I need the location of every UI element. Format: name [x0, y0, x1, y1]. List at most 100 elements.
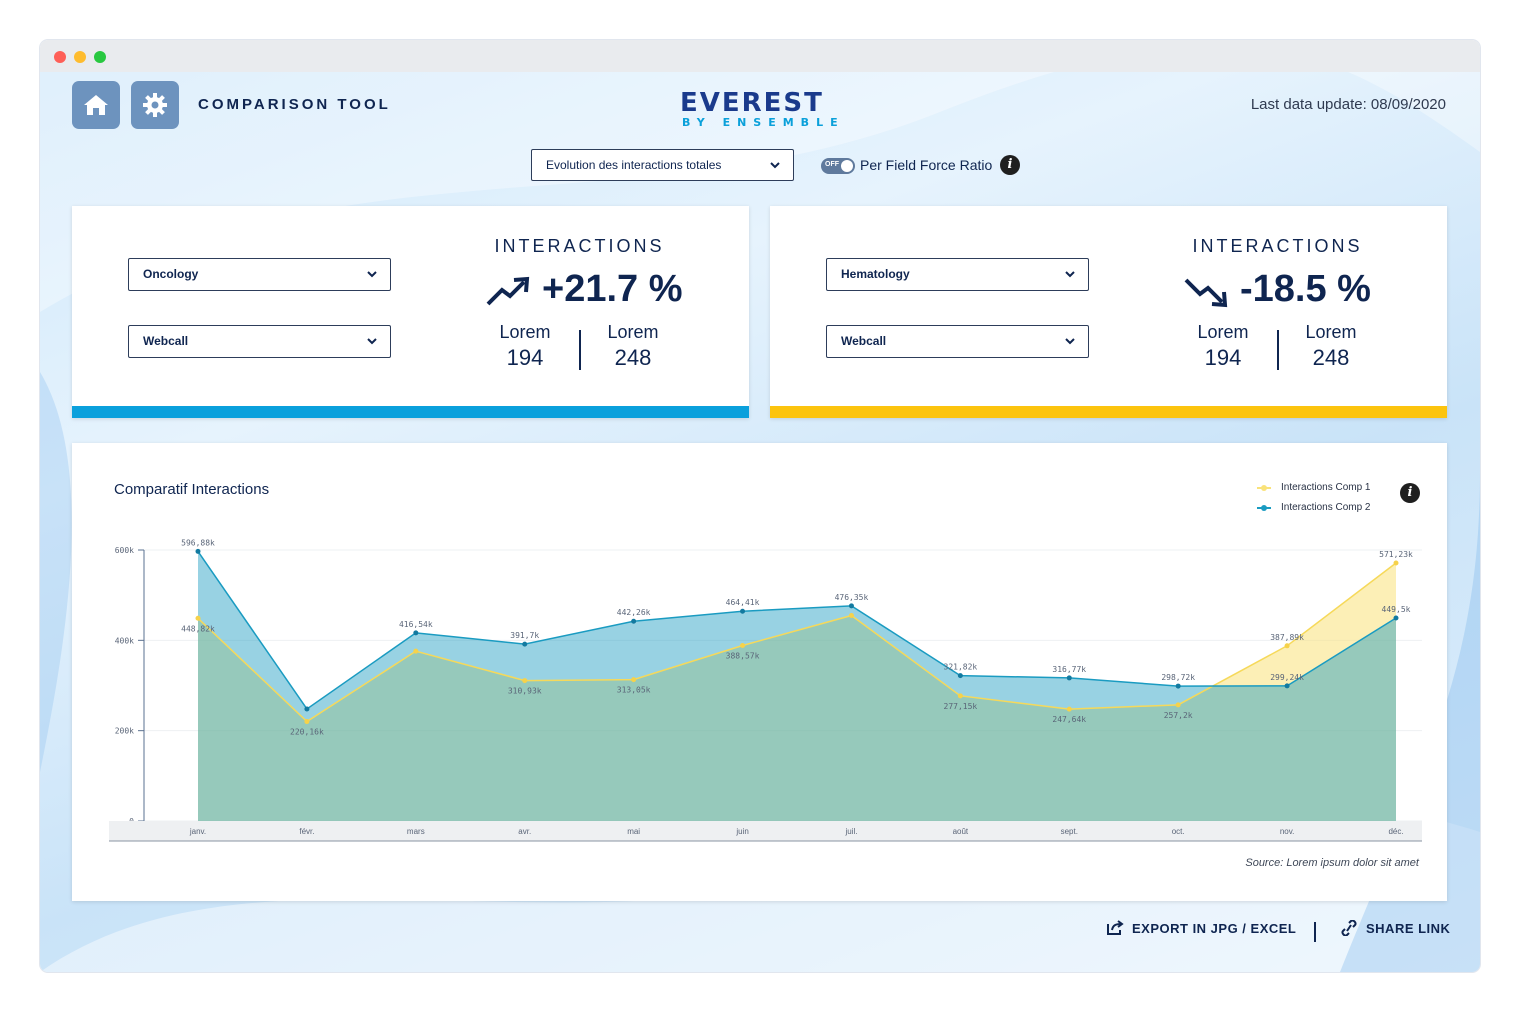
export-button[interactable]: EXPORT IN JPG / EXCEL	[1106, 920, 1296, 936]
data-label: 316,77k	[1052, 665, 1086, 674]
channel-select-2[interactable]: Webcall	[826, 325, 1089, 358]
data-point	[1175, 702, 1181, 708]
minimize-window-button[interactable]	[74, 51, 86, 63]
legend-label: Interactions Comp 1	[1281, 482, 1371, 493]
legend-item-comp-1[interactable]: Interactions Comp 1	[1257, 481, 1371, 501]
kpi-sub-left: Lorem 194	[1163, 322, 1283, 371]
sub-label: Lorem	[607, 322, 659, 342]
data-point	[522, 678, 528, 684]
toggle-knob	[841, 160, 853, 172]
gear-icon	[143, 93, 167, 117]
data-label: 257,2k	[1164, 711, 1193, 720]
area-comp-1	[198, 562, 1396, 821]
data-point	[304, 719, 310, 725]
therapeutic-area-select-2[interactable]: Hematology	[826, 258, 1089, 291]
data-label: 388,57k	[726, 651, 760, 660]
sub-value: 194	[1204, 345, 1242, 370]
trend-down-icon	[1184, 278, 1228, 308]
y-tick-label: 600k	[115, 546, 134, 555]
data-label: 247,64k	[1052, 715, 1086, 724]
channel-select-1[interactable]: Webcall	[128, 325, 391, 358]
chart-card: Comparatif Interactions Interactions Com…	[72, 443, 1447, 901]
data-point	[1284, 643, 1290, 649]
last-data-update: Last data update: 08/09/2020	[1250, 96, 1446, 113]
data-label: 448,82k	[181, 624, 215, 633]
chevron-down-icon	[367, 338, 377, 345]
card-accent-bar	[770, 406, 1447, 418]
browser-window: COMPARISON TOOL EVEREST BY ENSEMBLE Last…	[40, 40, 1480, 972]
sub-label: Lorem	[1197, 322, 1249, 342]
data-label: 442,26k	[617, 608, 651, 617]
data-point	[848, 612, 854, 618]
legend-item-comp-2[interactable]: Interactions Comp 2	[1257, 501, 1371, 521]
app-canvas: COMPARISON TOOL EVEREST BY ENSEMBLE Last…	[40, 72, 1480, 972]
data-label: 391,7k	[510, 631, 539, 640]
share-link-button[interactable]: SHARE LINK	[1340, 919, 1450, 937]
home-icon	[84, 95, 108, 115]
data-point	[195, 548, 201, 554]
view-select[interactable]: Evolution des interactions totales	[531, 149, 794, 181]
close-window-button[interactable]	[54, 51, 66, 63]
therapeutic-area-select-1[interactable]: Oncology	[128, 258, 391, 291]
data-label: 321,82k	[944, 663, 978, 672]
x-tick-label: sept.	[1061, 827, 1078, 836]
data-label: 449,5k	[1382, 605, 1411, 614]
data-point	[1175, 683, 1181, 689]
data-point	[1393, 615, 1399, 621]
data-point	[413, 648, 419, 654]
page-title: COMPARISON TOOL	[198, 96, 391, 113]
kpi-divider	[1277, 330, 1279, 370]
data-label: 476,35k	[835, 593, 869, 602]
x-tick-label: avr.	[518, 827, 531, 836]
kpi-value: -18.5 %	[1240, 268, 1371, 310]
card-accent-bar	[72, 406, 749, 418]
legend-swatch	[1257, 505, 1271, 511]
trend-up-icon	[486, 276, 530, 306]
sub-value: 248	[614, 345, 652, 370]
data-point	[522, 641, 528, 647]
data-label: 298,72k	[1161, 673, 1195, 682]
select-value: Webcall	[841, 334, 887, 348]
chart-legend: Interactions Comp 1 Interactions Comp 2	[1257, 481, 1371, 521]
data-point	[631, 677, 637, 683]
data-label: 277,15k	[944, 702, 978, 711]
per-field-force-toggle[interactable]: OFF	[821, 158, 855, 174]
data-label: 310,93k	[508, 687, 542, 696]
chevron-down-icon	[367, 271, 377, 278]
home-button[interactable]	[72, 81, 120, 129]
info-icon[interactable]: i	[1000, 155, 1020, 175]
window-titlebar	[40, 40, 1480, 72]
chevron-down-icon	[1065, 338, 1075, 345]
x-tick-label: déc.	[1388, 827, 1403, 836]
everest-logo: EVEREST BY ENSEMBLE	[680, 88, 840, 130]
x-tick-label: août	[953, 827, 969, 836]
data-label: 596,88k	[181, 538, 215, 547]
select-value: Webcall	[143, 334, 189, 348]
y-tick-label: 400k	[115, 636, 134, 645]
x-axis-band	[109, 821, 1422, 841]
kpi-sub-left: Lorem 194	[465, 322, 585, 371]
link-icon	[1341, 919, 1357, 937]
comparison-card-2: Hematology Webcall INTERACTIONS -18.5 % …	[770, 206, 1447, 418]
data-label: 571,23k	[1379, 550, 1413, 559]
x-tick-label: nov.	[1280, 827, 1295, 836]
data-point	[1393, 560, 1399, 566]
x-tick-label: févr.	[299, 827, 314, 836]
area-comp-2	[198, 551, 1396, 821]
data-point	[957, 673, 963, 679]
export-icon	[1107, 920, 1124, 935]
chart-info-icon[interactable]: i	[1400, 483, 1420, 503]
line-comp-2	[197, 550, 1397, 711]
legend-swatch	[1257, 485, 1271, 491]
settings-button[interactable]	[131, 81, 179, 129]
data-point	[740, 608, 746, 614]
kpi-sub-right: Lorem 248	[1271, 322, 1391, 371]
per-field-force-label: Per Field Force Ratio	[860, 157, 993, 173]
data-point	[195, 615, 201, 621]
data-label: 299,24k	[1270, 673, 1304, 682]
maximize-window-button[interactable]	[94, 51, 106, 63]
data-label: 313,05k	[617, 686, 651, 695]
kpi-divider	[579, 330, 581, 370]
kpi-value: +21.7 %	[542, 268, 683, 310]
select-value: Hematology	[841, 267, 910, 281]
